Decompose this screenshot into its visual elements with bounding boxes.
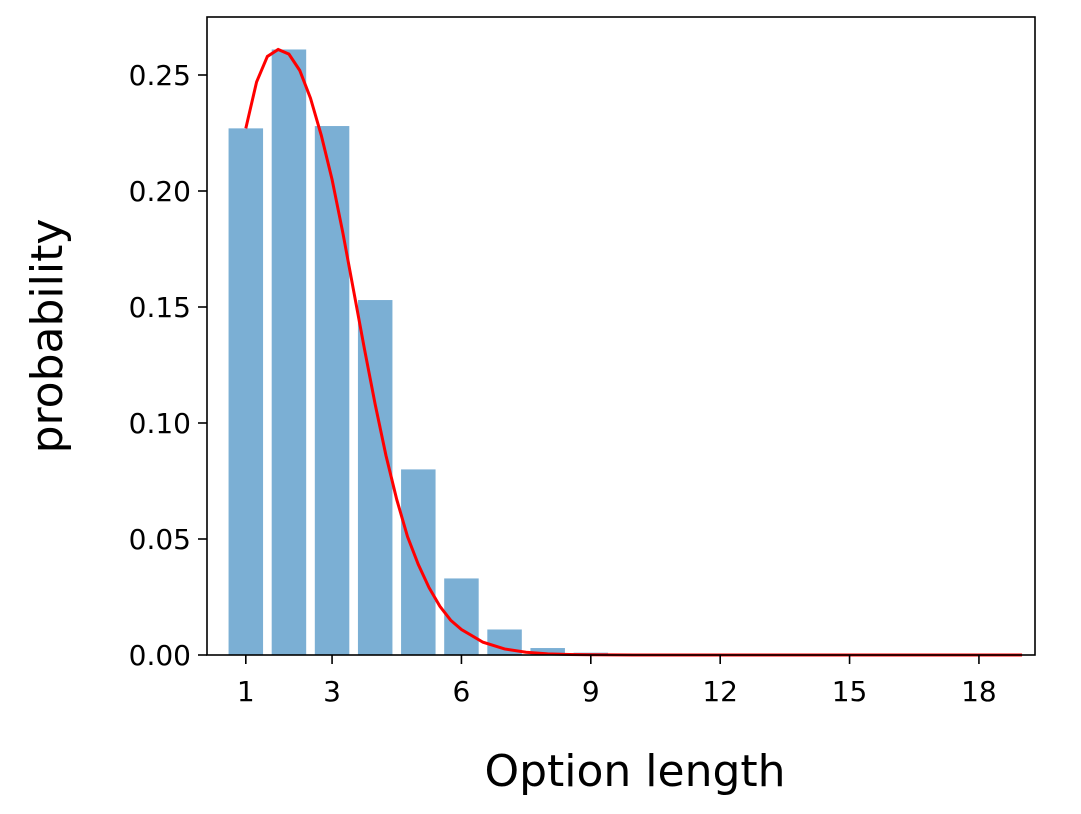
x-tick-label: 12 [702,675,738,708]
x-tick-label: 1 [237,675,255,708]
bar [357,300,393,655]
y-tick-label: 0.10 [129,407,191,440]
y-tick-label: 0.05 [129,523,191,556]
bar [314,126,350,656]
y-axis-title: probability [22,219,73,454]
bar [444,578,479,655]
x-axis: 1 3 6 9 12 15 18 [237,655,997,708]
y-tick-label: 0.20 [129,175,191,208]
x-tick-label: 9 [582,675,600,708]
x-tick-label: 15 [832,675,868,708]
x-tick-label: 18 [961,675,997,708]
x-tick-label: 3 [323,675,341,708]
x-axis-title: Option length [484,746,785,797]
y-axis: 0.00 0.05 0.10 0.15 0.20 0.25 [129,59,207,672]
y-tick-label: 0.15 [129,291,191,324]
bar-series [228,49,695,656]
plot-frame [206,16,1036,656]
y-tick-label: 0.25 [129,59,191,92]
bar [271,49,307,656]
x-tick-label: 6 [453,675,471,708]
bar [530,648,565,655]
y-tick-label: 0.00 [129,639,191,672]
bar [228,128,264,656]
